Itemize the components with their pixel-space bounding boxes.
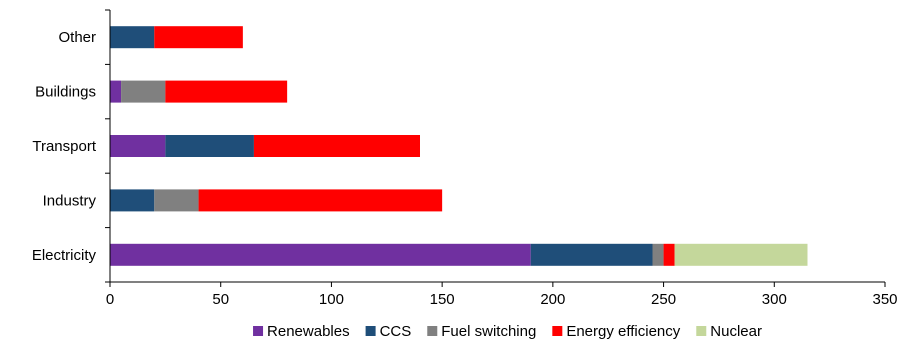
legend-label: Nuclear: [710, 323, 762, 340]
legend-swatch-nuclear: [696, 326, 707, 336]
bar-transport-energy-efficiency: [253, 135, 420, 157]
legend-swatch-renewables: [253, 326, 264, 336]
bar-electricity-fuel-switching: [652, 243, 664, 266]
axes-layer: Electricity Industry Transport Buildings Oth…: [32, 9, 898, 308]
legend-label: Fuel switching: [441, 323, 536, 340]
bar-transport-ccs: [165, 135, 254, 157]
x-tick-label: 300: [762, 291, 787, 308]
legend: Renewables CCS Fuel switching Energy effici…: [253, 323, 762, 340]
bar-industry-fuel-switching: [154, 189, 199, 212]
legend-swatch-fuel-switching: [427, 326, 438, 336]
legend-swatch-ccs: [365, 326, 376, 336]
bar-industry-ccs: [110, 189, 155, 212]
bar-electricity-renewables: [110, 243, 531, 266]
y-tick-label: Electricity: [32, 247, 97, 264]
bar-other-energy-efficiency: [154, 26, 243, 49]
bar-electricity-nuclear: [674, 243, 808, 266]
bars-layer: [110, 26, 808, 266]
legend-label: Energy efficiency: [566, 323, 680, 340]
bar-other-ccs: [110, 26, 155, 49]
legend-label: CCS: [380, 323, 412, 340]
x-tick-label: 250: [651, 291, 676, 308]
x-tick-label: 200: [540, 291, 565, 308]
bar-electricity-energy-efficiency: [663, 243, 675, 266]
bar-electricity-ccs: [530, 243, 653, 266]
legend-swatch-energy-efficiency: [552, 326, 563, 336]
y-tick-label: Buildings: [35, 84, 96, 101]
x-tick-label: 0: [106, 291, 114, 308]
bar-industry-energy-efficiency: [198, 189, 443, 212]
bar-buildings-energy-efficiency: [165, 80, 288, 103]
y-tick-label: Other: [58, 29, 96, 46]
x-tick-label: 50: [212, 291, 229, 308]
x-tick-label: 150: [430, 291, 455, 308]
x-tick-label: 350: [872, 291, 897, 308]
y-tick-label: Industry: [43, 192, 97, 209]
bar-buildings-fuel-switching: [121, 80, 166, 103]
x-tick-label: 100: [319, 291, 344, 308]
bar-transport-renewables: [110, 135, 166, 157]
legend-label: Renewables: [267, 323, 350, 340]
y-tick-label: Transport: [32, 138, 96, 155]
bar-buildings-renewables: [110, 80, 122, 103]
